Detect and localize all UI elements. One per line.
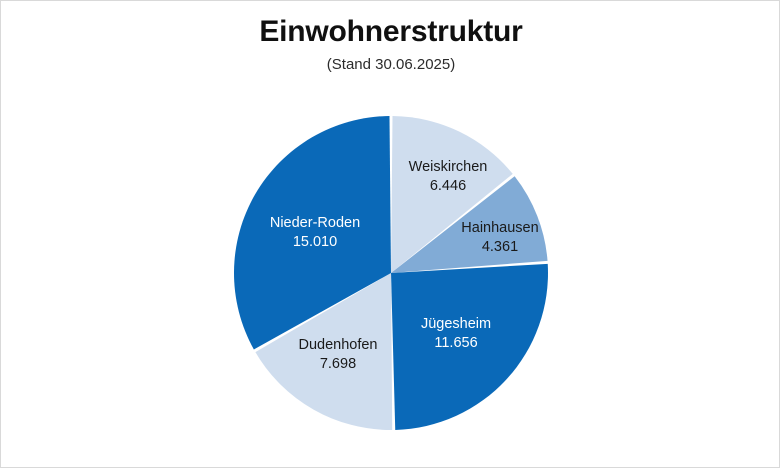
pie-slice-label-name: Weiskirchen <box>409 159 488 175</box>
pie-slice-label-value: 4.361 <box>482 239 518 255</box>
pie-slice-label-name: Hainhausen <box>461 220 538 236</box>
pie-slice-dudenhofen[interactable] <box>255 273 393 431</box>
page-title: Einwohnerstruktur <box>259 15 523 48</box>
pie-slice-hainhausen[interactable] <box>391 176 548 273</box>
chart-subtitle: (Stand 30.06.2025) <box>326 56 456 73</box>
pie-slice-weiskirchen[interactable] <box>391 116 513 273</box>
pie-labels-group: Weiskirchen 6.446 Hainhausen 4.361 Jügesheim… <box>270 159 539 372</box>
pie-slice-label-name: Nieder-Roden <box>270 215 360 231</box>
pie-slices-group <box>233 116 548 431</box>
pie-slice-label-value: 15.010 <box>293 234 337 250</box>
pie-slice-label-value: 6.446 <box>430 178 466 194</box>
pie-slice-label-value: 7.698 <box>320 356 356 372</box>
pie-slice-label-name: Dudenhofen <box>298 337 377 353</box>
pie-slice-j-gesheim[interactable] <box>391 263 548 430</box>
pie-slice-label-name: Jügesheim <box>421 316 491 332</box>
pie-slice-label-value: 11.656 <box>434 335 477 351</box>
pie-slice-nieder-roden[interactable] <box>233 116 391 350</box>
